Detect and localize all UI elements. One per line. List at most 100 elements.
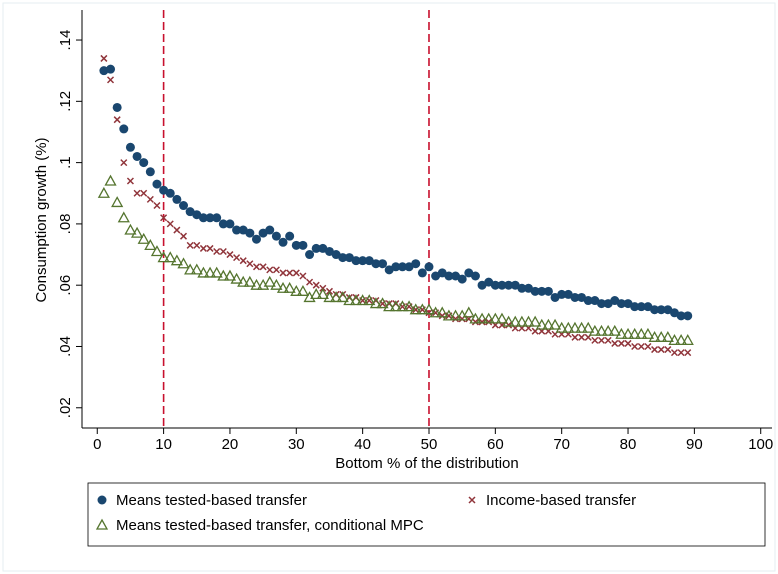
data-point (542, 318, 555, 330)
data-point (470, 271, 480, 281)
y-axis-title: Consumption growth (%) (33, 137, 50, 302)
data-point (644, 342, 652, 351)
data-point (522, 315, 535, 327)
data-point (490, 280, 500, 290)
data-point (628, 327, 641, 339)
data-point (535, 318, 548, 330)
data-point (276, 281, 290, 293)
data-point (177, 257, 190, 269)
data-point (217, 269, 230, 281)
data-point (650, 305, 660, 315)
data-point (442, 309, 455, 321)
data-point (504, 280, 514, 290)
data-point (266, 266, 274, 274)
data-point (172, 194, 182, 204)
data-point (296, 284, 310, 296)
data-point (259, 263, 267, 271)
data-point (529, 315, 542, 327)
data-point (664, 346, 672, 354)
data-point (562, 321, 575, 333)
data-point (285, 231, 295, 241)
data-point (263, 275, 276, 287)
legend-marker (468, 496, 476, 504)
x-tick-label: 80 (620, 436, 637, 453)
x-tick-label: 40 (354, 436, 371, 453)
x-tick-label: 60 (487, 436, 504, 453)
data-point (648, 330, 661, 342)
data-point (602, 324, 615, 336)
data-point (106, 64, 116, 74)
data-point (457, 274, 467, 284)
data-point (343, 294, 356, 306)
data-point (173, 226, 181, 234)
data-point (197, 266, 210, 278)
data-point (157, 251, 170, 263)
data-point (402, 300, 416, 312)
data-point (323, 291, 336, 303)
data-point (557, 289, 567, 299)
data-point (681, 334, 694, 346)
data-point (676, 311, 686, 321)
data-point (588, 324, 601, 336)
data-point (146, 195, 154, 203)
data-point (369, 297, 383, 309)
data-point (425, 309, 433, 317)
x-tick-label: 30 (288, 436, 305, 453)
data-point (616, 299, 626, 309)
data-point (478, 318, 486, 326)
data-point (186, 241, 194, 249)
data-point (190, 263, 203, 275)
data-point (555, 321, 568, 333)
data-point (583, 296, 593, 306)
data-point (144, 239, 157, 251)
data-point (422, 303, 436, 315)
data-point (668, 334, 681, 346)
data-point (298, 240, 308, 250)
data-point (278, 237, 288, 247)
data-point (351, 256, 361, 266)
data-point (515, 315, 528, 327)
data-point (391, 262, 401, 272)
data-point (338, 253, 348, 263)
data-point (411, 259, 421, 269)
x-axis-title: Bottom % of the distribution (335, 455, 518, 472)
data-point (239, 257, 247, 265)
data-point (637, 342, 645, 351)
data-point (349, 294, 363, 306)
data-point (165, 188, 175, 198)
data-point (104, 174, 117, 186)
data-point (596, 299, 606, 309)
data-point (237, 275, 250, 287)
data-point (336, 291, 349, 303)
data-point (223, 269, 237, 281)
data-point (299, 272, 307, 280)
data-point (212, 213, 222, 223)
data-point (475, 312, 489, 324)
data-point (106, 76, 115, 84)
y-tick-label: .04 (57, 336, 74, 357)
data-point (371, 259, 381, 269)
data-point (424, 262, 434, 272)
data-point (656, 305, 666, 315)
x-tick-label: 100 (748, 436, 773, 453)
y-tick-label: .08 (57, 213, 74, 234)
data-point (193, 241, 201, 249)
data-point (232, 225, 242, 235)
data-point (205, 213, 215, 223)
data-point (657, 346, 665, 354)
data-point (225, 219, 235, 229)
data-point (636, 302, 646, 312)
data-point (684, 349, 692, 357)
data-point (153, 201, 161, 210)
data-point (449, 309, 462, 321)
data-point (597, 336, 606, 344)
data-point (630, 302, 640, 312)
data-point (683, 311, 693, 321)
x-tick-label: 10 (155, 436, 172, 453)
data-point (279, 269, 287, 277)
x-tick-label: 50 (421, 436, 438, 453)
data-point (429, 306, 442, 318)
data-point (615, 327, 628, 339)
y-tick-label: .02 (57, 397, 74, 418)
